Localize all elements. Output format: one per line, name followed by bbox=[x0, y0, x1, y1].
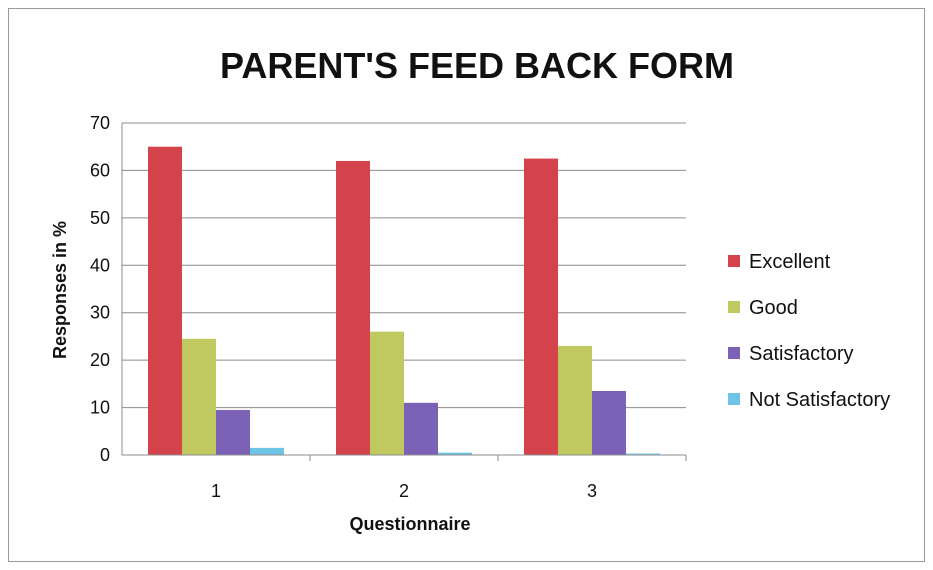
legend-label: Good bbox=[749, 297, 798, 319]
bar-not-satisfactory-1 bbox=[250, 447, 284, 455]
y-tick-label: 20 bbox=[90, 350, 110, 370]
x-tick-label: 3 bbox=[587, 481, 597, 501]
bar-excellent-3 bbox=[524, 158, 558, 456]
x-axis-label: Questionnaire bbox=[349, 514, 470, 534]
bar-excellent-1 bbox=[148, 146, 182, 455]
y-tick-label: 70 bbox=[90, 113, 110, 133]
legend-swatch-excellent bbox=[728, 255, 740, 267]
y-tick-label: 0 bbox=[100, 445, 110, 465]
bar-good-1 bbox=[182, 338, 216, 455]
legend-swatch-satisfactory bbox=[728, 347, 740, 359]
bar-excellent-2 bbox=[336, 160, 370, 455]
legend-label: Satisfactory bbox=[749, 343, 853, 365]
y-tick-label: 10 bbox=[90, 398, 110, 418]
x-tick-label: 1 bbox=[211, 481, 221, 501]
chart-title: PARENT'S FEED BACK FORM bbox=[220, 45, 734, 86]
legend-swatch-good bbox=[728, 301, 740, 313]
axes: 0 10 20 30 40 50 60 70 1 2 3 bbox=[90, 113, 687, 501]
legend-label: Not Satisfactory bbox=[749, 389, 890, 411]
x-tick-label: 2 bbox=[399, 481, 409, 501]
y-tick-label: 60 bbox=[90, 160, 110, 180]
bars bbox=[148, 146, 660, 456]
legend-swatch-not-satisfactory bbox=[728, 393, 740, 405]
bar-good-2 bbox=[370, 331, 404, 455]
bar-satisfactory-3 bbox=[592, 390, 626, 455]
y-axis-label: Responses in % bbox=[50, 221, 70, 359]
bar-satisfactory-2 bbox=[404, 402, 438, 455]
y-tick-label: 30 bbox=[90, 303, 110, 323]
bar-not-satisfactory-2 bbox=[438, 452, 472, 455]
y-tick-label: 50 bbox=[90, 208, 110, 228]
legend-label: Excellent bbox=[749, 251, 831, 273]
bar-not-satisfactory-3 bbox=[626, 453, 660, 455]
legend: Excellent Good Satisfactory Not Satisfactor… bbox=[728, 251, 890, 411]
y-tick-label: 40 bbox=[90, 255, 110, 275]
bar-satisfactory-1 bbox=[216, 409, 250, 455]
bar-good-3 bbox=[558, 345, 592, 455]
